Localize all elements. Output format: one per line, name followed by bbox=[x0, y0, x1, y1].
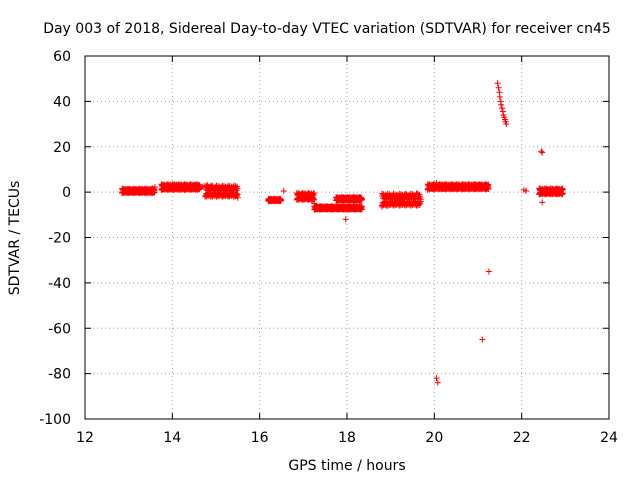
data-point bbox=[344, 196, 350, 203]
data-point bbox=[434, 379, 441, 386]
y-tick-label: 40 bbox=[53, 94, 71, 110]
data-point bbox=[457, 183, 464, 190]
data-point bbox=[479, 336, 486, 343]
chart-title: Day 003 of 2018, Sidereal Day-to-day VTE… bbox=[43, 21, 611, 37]
data-point bbox=[188, 185, 195, 192]
data-point bbox=[310, 190, 317, 197]
data-point bbox=[300, 193, 307, 200]
data-point bbox=[311, 190, 318, 197]
data-point bbox=[440, 185, 447, 192]
data-point bbox=[342, 216, 349, 223]
data-point bbox=[158, 186, 165, 193]
data-point bbox=[424, 186, 431, 193]
data-point bbox=[295, 191, 302, 198]
data-point bbox=[151, 184, 158, 191]
data-point bbox=[304, 195, 311, 202]
y-tick-label: 60 bbox=[53, 49, 71, 65]
data-point bbox=[276, 197, 283, 204]
data-point bbox=[429, 185, 436, 192]
data-point bbox=[265, 197, 272, 204]
data-point bbox=[234, 185, 241, 192]
data-point bbox=[523, 187, 530, 194]
data-point bbox=[223, 190, 230, 197]
data-point bbox=[199, 183, 206, 190]
x-axis: 12 14 16 18 20 22 24 bbox=[76, 56, 618, 446]
data-point bbox=[357, 205, 364, 212]
data-point bbox=[498, 101, 505, 108]
x-tick-label: 14 bbox=[163, 430, 181, 446]
data-point bbox=[269, 197, 276, 204]
data-point bbox=[453, 184, 460, 191]
data-point bbox=[358, 195, 365, 202]
x-tick-label: 12 bbox=[76, 430, 94, 446]
y-tick-label: -40 bbox=[48, 276, 71, 292]
x-axis-label: GPS time / hours bbox=[288, 458, 405, 474]
data-point bbox=[215, 187, 222, 194]
data-point bbox=[204, 181, 211, 188]
data-point bbox=[496, 93, 503, 100]
data-series bbox=[119, 80, 566, 386]
data-point bbox=[208, 183, 215, 190]
data-point bbox=[387, 200, 394, 207]
data-point bbox=[503, 121, 510, 128]
data-point bbox=[348, 197, 355, 204]
data-point bbox=[344, 205, 350, 212]
y-tick-label: -100 bbox=[39, 412, 71, 428]
y-tick-label: 0 bbox=[62, 185, 71, 201]
x-tick-label: 16 bbox=[251, 430, 269, 446]
data-point bbox=[317, 203, 324, 210]
data-point bbox=[195, 182, 202, 189]
y-axis: -100 -80 -60 -40 -20 0 20 40 60 bbox=[39, 49, 609, 428]
data-point bbox=[479, 183, 486, 190]
data-point bbox=[396, 197, 403, 204]
data-point bbox=[378, 203, 385, 210]
y-tick-label: 20 bbox=[53, 140, 71, 156]
data-point bbox=[413, 190, 420, 197]
data-point bbox=[335, 197, 342, 204]
data-point bbox=[400, 195, 407, 202]
data-point bbox=[539, 149, 546, 156]
data-point bbox=[145, 186, 152, 193]
data-point bbox=[483, 184, 490, 191]
data-point bbox=[405, 193, 412, 200]
data-point bbox=[409, 191, 416, 198]
data-point bbox=[433, 375, 440, 382]
data-point bbox=[180, 185, 187, 192]
data-point bbox=[280, 187, 287, 194]
data-point bbox=[495, 84, 502, 91]
data-point bbox=[213, 184, 219, 191]
data-point bbox=[392, 198, 399, 205]
data-point bbox=[337, 205, 344, 212]
data-point bbox=[433, 180, 440, 187]
data-point bbox=[171, 186, 178, 193]
x-tick-label: 20 bbox=[425, 430, 443, 446]
grid bbox=[85, 56, 609, 419]
data-point bbox=[417, 196, 424, 203]
data-point bbox=[485, 268, 492, 275]
data-point bbox=[354, 196, 361, 203]
data-point bbox=[539, 199, 546, 206]
y-tick-label: -20 bbox=[48, 231, 71, 247]
data-point bbox=[383, 202, 390, 209]
data-point bbox=[559, 185, 566, 192]
data-point bbox=[330, 205, 337, 212]
data-point bbox=[494, 80, 501, 87]
data-point bbox=[234, 194, 241, 201]
x-tick-label: 22 bbox=[513, 430, 531, 446]
x-tick-label: 24 bbox=[600, 430, 618, 446]
data-point bbox=[499, 105, 506, 112]
data-point bbox=[475, 182, 481, 189]
data-point bbox=[435, 184, 442, 191]
x-tick-label: 18 bbox=[338, 430, 356, 446]
y-tick-label: -80 bbox=[48, 367, 71, 383]
data-point bbox=[557, 189, 564, 196]
data-point bbox=[350, 205, 357, 212]
y-axis-label: SDTVAR / TECUs bbox=[7, 181, 23, 296]
data-point bbox=[119, 189, 126, 196]
y-tick-label: -60 bbox=[48, 321, 71, 337]
data-point bbox=[313, 202, 320, 209]
data-point bbox=[538, 148, 545, 155]
data-point bbox=[221, 186, 228, 193]
